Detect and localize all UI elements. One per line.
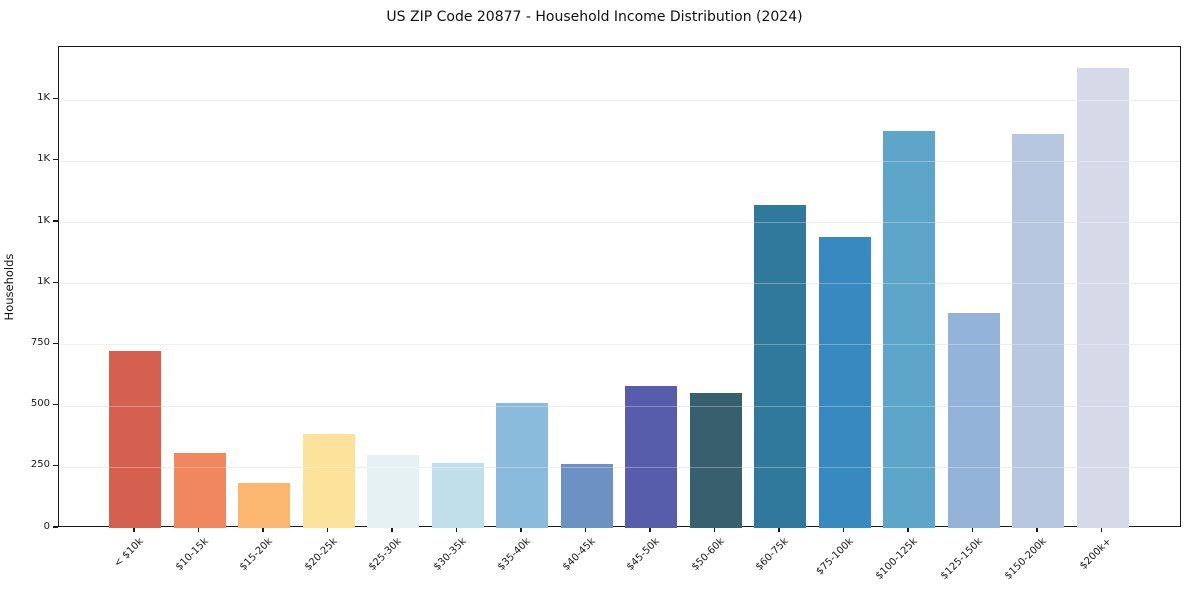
x-tick-mark [907,527,909,532]
y-tick-label: 250 [30,459,50,471]
gridline-overlay [59,160,1180,162]
gridline-overlay [59,283,1180,285]
y-tick-label: 1K [37,214,50,226]
bar-45-50k [625,386,677,528]
y-tick-mark [53,159,58,161]
gridline [59,466,1180,468]
chart-title: US ZIP Code 20877 - Household Income Dis… [386,9,803,25]
x-tick-mark [584,527,587,532]
x-tick-label: $200k+ [1077,536,1114,572]
bar-25-30k [367,454,419,528]
y-tick-label: 1K [37,92,50,104]
x-tick-mark [520,527,522,532]
x-tick-label: $60-75k [753,536,791,573]
y-tick-label: 500 [30,398,50,410]
bar-60-75k [754,204,806,528]
y-tick-mark [53,98,58,100]
y-tick-mark [53,404,58,406]
y-tick-label: 750 [30,336,50,348]
y-tick-mark [53,281,58,283]
x-tick-label: $25-30k [366,536,404,573]
bar-10k [109,350,161,528]
x-tick-label: $50-60k [689,536,727,573]
gridline-overlay [59,405,1180,407]
y-axis-label: Households [2,253,16,321]
gridline [59,99,1180,101]
y-tick-mark [53,526,58,528]
x-tick-label: $100-125k [873,536,920,582]
x-tick-label: $35-40k [495,536,533,573]
x-tick-mark [649,527,651,532]
bar-150-200k [1012,133,1064,528]
gridline [59,405,1180,407]
bar-125-150k [947,312,1000,528]
x-tick-mark [326,527,329,532]
x-tick-mark [262,527,264,532]
x-tick-label: $40-45k [560,536,598,573]
bar-200k [1076,67,1129,528]
x-tick-label: $10-15k [173,536,211,573]
x-tick-mark [197,527,200,532]
x-tick-mark [842,527,845,532]
x-tick-label: $30-35k [431,536,469,573]
x-tick-mark [1100,527,1103,532]
x-tick-mark [713,527,716,532]
y-tick-mark [53,342,58,344]
x-tick-label: < $10k [112,536,146,570]
bar-15-20k [238,482,290,528]
gridline [59,283,1180,285]
y-tick-label: 1K [37,153,50,165]
gridline [59,222,1180,224]
x-tick-mark [778,527,780,532]
bar-40-45k [560,464,613,528]
x-tick-mark [391,527,393,532]
bar-10-15k [173,453,226,528]
y-tick-label: 1K [37,275,50,287]
bar-30-35k [431,463,484,528]
x-tick-label: $15-20k [237,536,275,573]
gridline-overlay [59,222,1180,224]
x-tick-mark [971,527,974,532]
gridline [59,160,1180,162]
x-tick-label: $150-200k [1002,536,1049,582]
x-tick-label: $125-150k [938,536,985,582]
bar-100-125k [883,131,935,528]
y-tick-label: 0 [43,520,50,532]
gridline-overlay [59,99,1180,101]
gridline-overlay [59,466,1180,468]
bar-50-60k [689,393,742,528]
x-tick-label: $20-25k [302,536,340,573]
gridline [59,344,1180,346]
y-tick-mark [53,220,58,222]
bar-35-40k [496,403,548,528]
x-tick-mark [1036,527,1038,532]
x-tick-mark [455,527,458,532]
plot-area [58,46,1181,528]
bar-20-25k [302,433,355,528]
gridline-overlay [59,344,1180,346]
x-tick-label: $75-100k [813,536,856,578]
y-tick-mark [53,465,58,467]
x-tick-label: $45-50k [624,536,662,573]
bar-75-100k [818,236,871,528]
x-tick-mark [133,527,135,532]
